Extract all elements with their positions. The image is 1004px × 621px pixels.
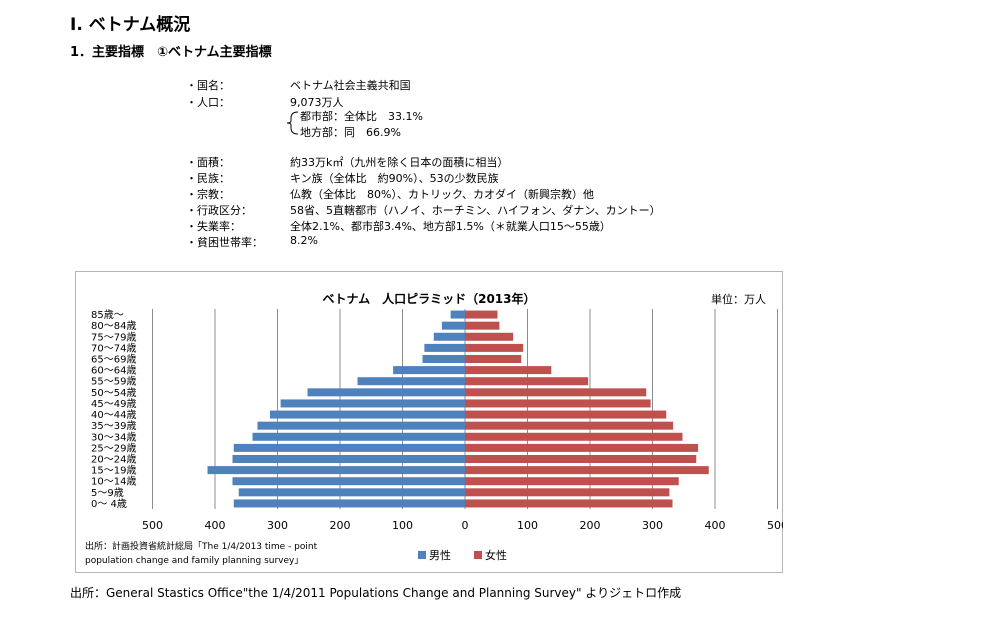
category-label: 30～34歳 [91, 431, 136, 443]
page-title: Ⅰ. ベトナム概況 [70, 15, 191, 35]
x-tick-label: 300 [267, 519, 288, 532]
bar-female [465, 443, 699, 452]
source-footer: 出所：General Stastics Office"the 1/4/2011 … [70, 586, 682, 600]
bar-female [465, 332, 514, 341]
category-label: 10～14歳 [91, 476, 136, 488]
x-tick-label: 400 [205, 519, 226, 532]
x-tick-label: 500 [142, 519, 163, 532]
x-tick-label: 200 [580, 519, 601, 532]
category-label: 40～44歳 [91, 409, 136, 421]
info-label: ・行政区分： [186, 204, 252, 217]
bar-female [465, 399, 651, 408]
bar-male [450, 310, 465, 319]
x-tick-label: 200 [330, 519, 351, 532]
chart-source-note: population change and family planning su… [85, 556, 303, 566]
category-label: 15～19歳 [91, 465, 136, 477]
info-value: 8.2% [290, 234, 318, 247]
info-value: ベトナム社会主義共和国 [290, 79, 411, 92]
bar-female [465, 343, 524, 352]
x-tick-label: 0 [462, 519, 469, 532]
category-label: 35～39歳 [91, 420, 136, 432]
bar-female [465, 410, 667, 419]
category-label: 25～29歳 [91, 442, 136, 454]
bar-male [207, 466, 465, 475]
info-value: 全体2.1%、都市部3.4%、地方部1.5%（＊就業人口15～55歳） [290, 220, 611, 233]
category-label: 70～74歳 [91, 342, 136, 354]
bar-female [465, 499, 673, 508]
bar-male [232, 477, 465, 486]
bar-male [433, 332, 465, 341]
category-label: 85歳～ [91, 309, 124, 321]
population-pyramid-chart: ベトナム 人口ピラミッド（2013年） 単位：万人0～ 4歳5～9歳10～14歳1… [85, 291, 783, 566]
bar-male [270, 410, 465, 419]
bar-female [465, 477, 679, 486]
category-label: 0～ 4歳 [91, 498, 127, 510]
info-label: ・国名： [186, 79, 230, 92]
bar-male [238, 488, 465, 497]
bar-female [465, 466, 709, 475]
info-value: 58省、5直轄都市（ハノイ、ホーチミン、ハイフォン、ダナン、カントー） [290, 204, 661, 217]
info-label: ・宗教： [186, 188, 230, 201]
bar-female [465, 432, 683, 441]
bar-female [465, 366, 552, 375]
info-label: ・貧困世帯率： [186, 236, 263, 249]
bar-male [441, 321, 465, 330]
bar-male [307, 388, 465, 397]
chart-title: ベトナム 人口ピラミッド（2013年） [322, 291, 535, 306]
legend-label: 男性 [429, 548, 451, 562]
category-label: 55～59歳 [91, 376, 136, 388]
chart-source-note: 出所：計画投資省統計総局「The 1/4/2013 time - point [85, 540, 318, 552]
category-label: 45～49歳 [91, 398, 136, 410]
unit-label: 単位：万人 [711, 292, 766, 306]
info-subvalue: 都市部：全体比 33.1% [300, 110, 423, 123]
category-label: 80～84歳 [91, 320, 136, 332]
x-tick-label: 100 [392, 519, 413, 532]
category-label: 65～69歳 [91, 354, 136, 366]
info-label: ・民族： [186, 172, 230, 185]
legend-swatch [474, 551, 482, 559]
bar-male [393, 366, 465, 375]
category-label: 60～64歳 [91, 365, 136, 377]
bar-female [465, 321, 500, 330]
bar-male [252, 432, 465, 441]
info-label: ・面積： [186, 156, 230, 169]
category-label: 75～79歳 [91, 331, 136, 343]
bar-male [280, 399, 465, 408]
section-subtitle: 1．主要指標 ①ベトナム主要指標 [70, 45, 272, 60]
info-subvalue: 地方部：同 66.9% [300, 126, 401, 139]
info-label: ・人口： [186, 96, 230, 109]
bar-male [232, 455, 465, 463]
category-label: 20～24歳 [91, 454, 136, 466]
info-label: ・失業率： [186, 220, 241, 233]
info-value: 9,073万人 [290, 96, 344, 109]
bar-female [465, 355, 522, 363]
legend-swatch [418, 551, 426, 559]
brace-icon [286, 111, 299, 135]
info-value: 約33万k㎡（九州を除く日本の面積に相当） [290, 156, 509, 169]
x-tick-label: 300 [642, 519, 663, 532]
bar-male [357, 377, 465, 386]
bar-female [465, 421, 674, 430]
bar-female [465, 310, 498, 319]
x-tick-label: 400 [705, 519, 726, 532]
bar-female [465, 488, 670, 497]
info-value: 仏教（全体比 80%）、カトリック、カオダイ（新興宗教）他 [290, 188, 594, 201]
bar-male [424, 343, 465, 352]
x-tick-label: 500 [767, 519, 783, 532]
bar-female [465, 388, 647, 397]
bar-female [465, 455, 697, 463]
x-tick-label: 100 [517, 519, 538, 532]
bar-male [422, 355, 465, 363]
bar-male [233, 499, 465, 508]
legend-label: 女性 [485, 548, 507, 562]
info-value: キン族（全体比 約90%）、53の少数民族 [290, 172, 499, 185]
category-label: 5～9歳 [91, 487, 124, 499]
bar-male [233, 443, 465, 452]
bar-female [465, 377, 589, 386]
chart-frame [75, 271, 783, 573]
category-label: 50～54歳 [91, 387, 136, 399]
bar-male [257, 421, 465, 430]
